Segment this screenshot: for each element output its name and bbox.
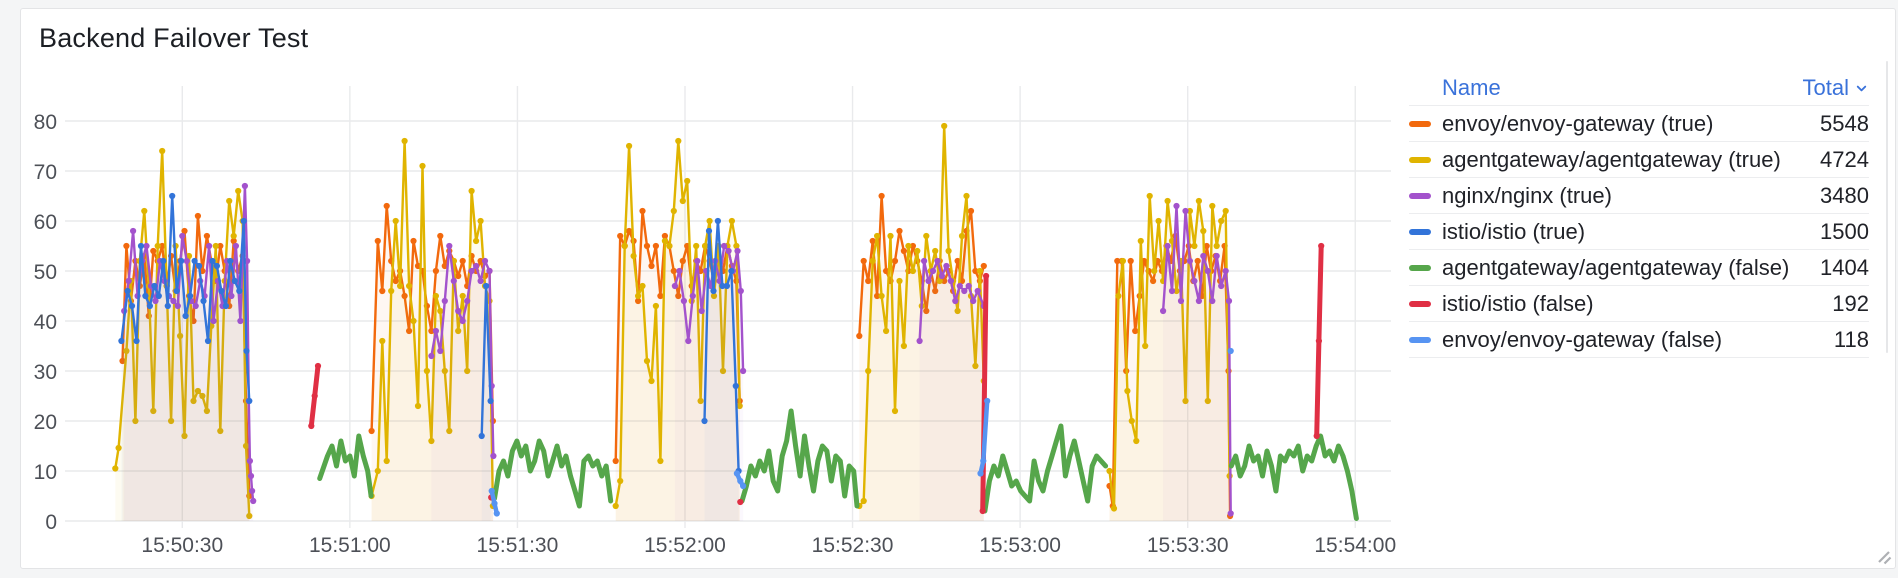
- legend-total-label: Total: [1802, 75, 1849, 100]
- legend-row[interactable]: istio/istio (false) 192: [1409, 285, 1869, 321]
- svg-text:15:54:00: 15:54:00: [1314, 534, 1396, 557]
- legend-series-swatch[interactable]: [1409, 264, 1431, 271]
- legend-series-swatch[interactable]: [1409, 336, 1431, 343]
- legend-series-name: envoy/envoy-gateway (false): [1442, 326, 1723, 352]
- legend-series-swatch[interactable]: [1409, 228, 1431, 235]
- legend-row[interactable]: nginx/nginx (true) 3480: [1409, 177, 1869, 213]
- svg-text:20: 20: [34, 411, 57, 434]
- svg-text:15:50:30: 15:50:30: [141, 534, 223, 557]
- svg-text:15:51:00: 15:51:00: [309, 534, 391, 557]
- panel-title[interactable]: Backend Failover Test: [39, 23, 309, 53]
- legend-row[interactable]: istio/istio (true) 1500: [1409, 213, 1869, 249]
- legend-series-name: nginx/nginx (true): [1442, 182, 1612, 208]
- svg-text:70: 70: [34, 161, 57, 184]
- legend-row[interactable]: agentgateway/agentgateway (true) 4724: [1409, 141, 1869, 177]
- legend-series-name: agentgateway/agentgateway (false): [1442, 254, 1790, 280]
- legend-series-name: envoy/envoy-gateway (true): [1442, 110, 1714, 136]
- legend-sort-name[interactable]: Name: [1442, 75, 1501, 100]
- legend-row[interactable]: envoy/envoy-gateway (true) 5548: [1409, 105, 1869, 141]
- time-series-chart[interactable]: 0 10 20 30 40 50 60 70 80 15:50:30 15:51:00 15:51:3…: [21, 9, 1897, 568]
- legend-table: Name Total envoy/envoy-gateway (true) 554…: [1409, 71, 1869, 358]
- legend-series-total: 192: [1832, 290, 1869, 316]
- legend-series-name: istio/istio (false): [1442, 290, 1594, 316]
- legend-scrollbar-track[interactable]: [1886, 61, 1888, 353]
- legend-row[interactable]: agentgateway/agentgateway (false) 1404: [1409, 249, 1869, 285]
- legend-series-total: 5548: [1820, 110, 1869, 136]
- panel-resize-handle[interactable]: [1872, 545, 1892, 565]
- svg-text:15:51:30: 15:51:30: [477, 534, 559, 557]
- legend-series-name: istio/istio (true): [1442, 218, 1586, 244]
- legend-series-swatch[interactable]: [1409, 156, 1431, 163]
- svg-text:10: 10: [34, 461, 57, 484]
- svg-text:15:52:00: 15:52:00: [644, 534, 726, 557]
- legend-row[interactable]: envoy/envoy-gateway (false) 118: [1409, 321, 1869, 358]
- legend-series-swatch[interactable]: [1409, 120, 1431, 127]
- legend-series-swatch[interactable]: [1409, 192, 1431, 199]
- svg-text:40: 40: [34, 311, 57, 334]
- svg-text:15:53:00: 15:53:00: [979, 534, 1061, 557]
- legend-series-swatch[interactable]: [1409, 300, 1431, 307]
- svg-text:80: 80: [34, 111, 57, 134]
- legend-series-total: 4724: [1820, 146, 1869, 172]
- svg-text:0: 0: [45, 511, 57, 534]
- sort-chevron-down-icon: [1856, 85, 1867, 91]
- legend-series-total: 1404: [1820, 254, 1869, 280]
- legend-sort-total[interactable]: Total: [1803, 75, 1869, 101]
- legend-series-name: agentgateway/agentgateway (true): [1442, 146, 1781, 172]
- grafana-panel: Backend Failover Test 0 10 20 30 40 50 60 70 80 1…: [20, 8, 1896, 569]
- legend-rows: envoy/envoy-gateway (true) 5548 agentgatew…: [1409, 105, 1869, 358]
- legend-series-total: 1500: [1820, 218, 1869, 244]
- legend-header: Name Total: [1409, 71, 1869, 105]
- svg-text:60: 60: [34, 211, 57, 234]
- svg-text:15:53:30: 15:53:30: [1147, 534, 1229, 557]
- svg-text:30: 30: [34, 361, 57, 384]
- legend-series-total: 3480: [1820, 182, 1869, 208]
- svg-text:15:52:30: 15:52:30: [812, 534, 894, 557]
- legend-series-total: 118: [1833, 326, 1869, 352]
- svg-text:50: 50: [34, 261, 57, 284]
